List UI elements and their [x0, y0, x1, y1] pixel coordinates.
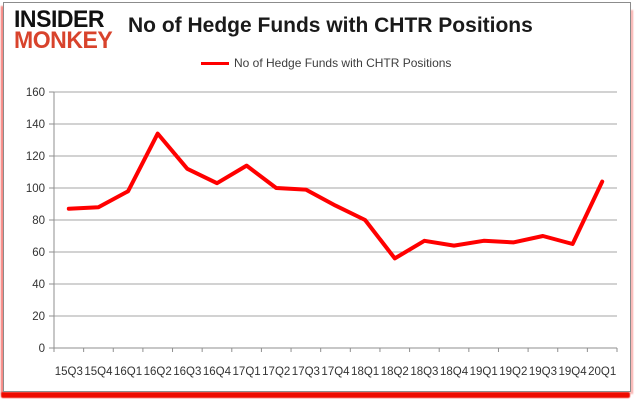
legend-label: No of Hedge Funds with CHTR Positions — [234, 56, 452, 70]
y-axis-label: 120 — [26, 151, 45, 163]
y-axis-label: 40 — [32, 279, 45, 291]
y-axis-label: 0 — [39, 343, 45, 355]
x-axis-label: 15Q4 — [84, 366, 113, 378]
y-axis-labels: 0 20 40 60 80 100 120 140 160 — [26, 87, 45, 355]
x-axis-labels: 15Q3 15Q4 16Q1 16Q2 16Q3 16Q4 17Q1 17Q2 17Q3 17Q4… — [55, 366, 617, 378]
legend-line-swatch — [201, 61, 229, 65]
chart-title: No of Hedge Funds with CHTR Positions — [128, 14, 533, 37]
logo-word-insider: INSIDER — [14, 6, 105, 33]
logo-word-monkey: MONKEY — [14, 26, 113, 54]
x-axis-label: 18Q4 — [440, 366, 469, 378]
x-axis-label: 16Q3 — [173, 366, 201, 378]
y-axis-label: 160 — [26, 87, 45, 99]
x-axis-label: 16Q2 — [144, 366, 172, 378]
chart-legend: No of Hedge Funds with CHTR Positions — [201, 56, 451, 70]
red-accent-right — [629, 10, 633, 394]
x-axis-label: 19Q2 — [499, 366, 527, 378]
y-axis-label: 20 — [32, 311, 45, 323]
y-gridlines — [49, 91, 617, 349]
x-axis-label: 17Q4 — [321, 366, 350, 378]
y-axis-label: 140 — [26, 119, 45, 131]
insider-monkey-logo: INSIDER MONKEY — [14, 6, 126, 54]
red-accent-bottom — [1, 392, 630, 398]
x-axis-label: 17Q3 — [292, 366, 320, 378]
x-axis-label: 19Q4 — [558, 366, 587, 378]
x-axis-label: 20Q1 — [588, 366, 616, 378]
x-axis-label: 18Q3 — [410, 366, 438, 378]
y-axis-label: 80 — [32, 215, 45, 227]
x-axis-label: 16Q4 — [203, 366, 232, 378]
x-axis-label: 17Q1 — [233, 366, 261, 378]
y-axis-label: 60 — [32, 247, 45, 259]
x-axis-label: 15Q3 — [55, 366, 83, 378]
x-axis-label: 16Q1 — [114, 366, 142, 378]
x-axis-label: 19Q1 — [470, 366, 498, 378]
x-axis-label: 17Q2 — [262, 366, 290, 378]
chart-frame: INSIDER MONKEY No of Hedge Funds with CH… — [3, 2, 631, 392]
x-axis-label: 18Q2 — [381, 366, 409, 378]
axes — [53, 92, 618, 352]
x-axis-label: 19Q3 — [529, 366, 557, 378]
y-axis-label: 100 — [26, 183, 45, 195]
series-line-no-of-hedge-funds — [66, 131, 605, 261]
x-axis-label: 18Q1 — [351, 366, 379, 378]
